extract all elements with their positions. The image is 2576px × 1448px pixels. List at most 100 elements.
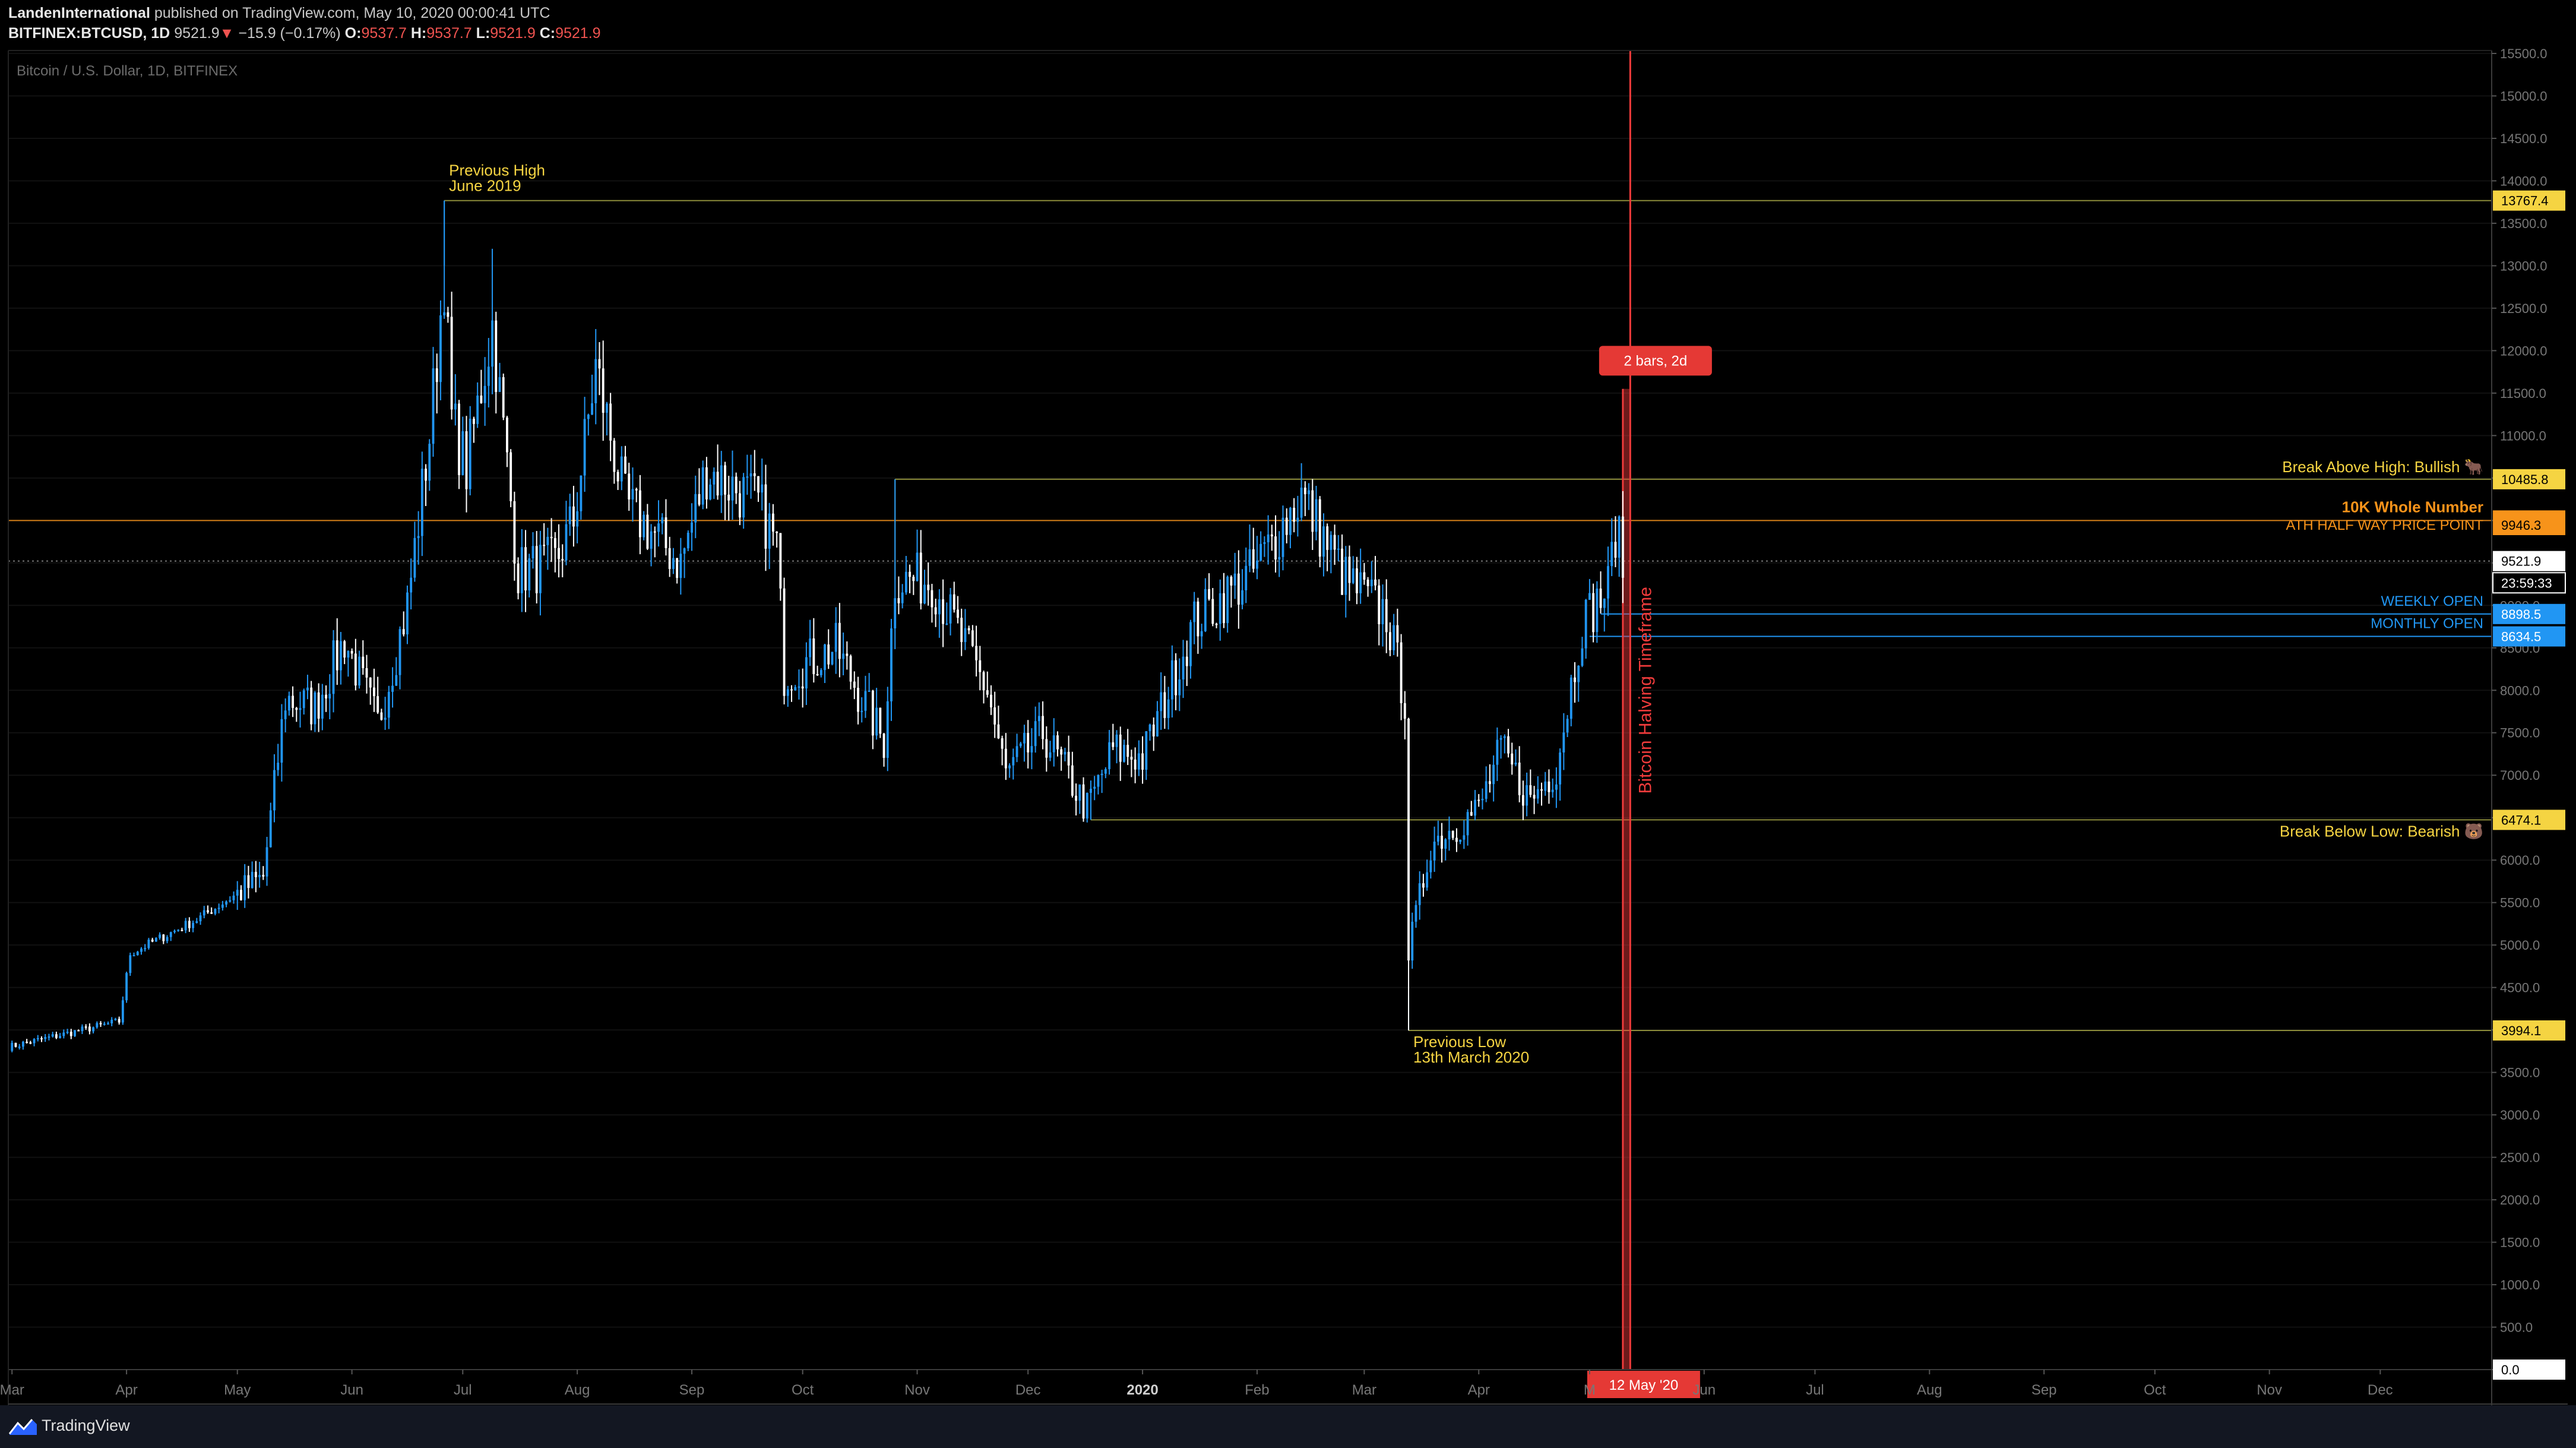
candle-body bbox=[1237, 573, 1240, 605]
candle-body bbox=[794, 687, 797, 691]
y-tick-label: 15000.0 bbox=[2500, 88, 2547, 103]
candle-body bbox=[99, 1023, 102, 1025]
candle-body bbox=[1551, 789, 1554, 792]
candle-body bbox=[716, 472, 719, 496]
candle-body bbox=[465, 431, 468, 489]
candle-body bbox=[1599, 588, 1602, 608]
candle-body bbox=[1396, 625, 1399, 643]
candle-body bbox=[849, 656, 852, 682]
candle-body bbox=[365, 668, 368, 678]
candle-body bbox=[1356, 568, 1358, 593]
y-tick-label: 1000.0 bbox=[2500, 1278, 2540, 1292]
candle-body bbox=[949, 594, 952, 624]
candle-body bbox=[107, 1023, 109, 1025]
candle-body bbox=[1352, 568, 1355, 583]
candle-body bbox=[347, 651, 350, 658]
tradingview-logo-icon[interactable] bbox=[8, 1416, 38, 1437]
candle-body bbox=[1348, 557, 1351, 583]
candle-body bbox=[121, 1000, 124, 1023]
candle-body bbox=[1037, 716, 1040, 722]
candle-body bbox=[391, 685, 394, 692]
candle-body bbox=[524, 547, 527, 591]
candle-body bbox=[934, 607, 937, 615]
level-price-badge bbox=[2493, 190, 2565, 211]
candle-body bbox=[1618, 516, 1621, 558]
candle-body bbox=[1507, 736, 1509, 754]
candle-body bbox=[679, 554, 682, 578]
candle-body bbox=[428, 444, 431, 481]
candle-body bbox=[77, 1030, 80, 1032]
candle-body bbox=[398, 629, 401, 675]
candle-body bbox=[1474, 799, 1476, 816]
candle-body bbox=[916, 552, 919, 581]
candle-body bbox=[790, 689, 793, 691]
candle-body bbox=[1429, 860, 1432, 872]
candle-body bbox=[1374, 579, 1376, 586]
candle-body bbox=[358, 656, 360, 686]
chart-title: Bitcoin / U.S. Dollar, 1D, BITFINEX bbox=[17, 63, 238, 79]
candle-body bbox=[735, 476, 738, 494]
candle-body bbox=[136, 951, 139, 956]
tradingview-brand[interactable]: TradingView bbox=[42, 1417, 130, 1434]
candle-body bbox=[173, 931, 176, 932]
candle-body bbox=[1363, 572, 1366, 580]
candle-body bbox=[1470, 812, 1473, 816]
candle-body bbox=[779, 533, 782, 589]
x-tick-label: Nov bbox=[904, 1382, 930, 1398]
candle-body bbox=[110, 1019, 113, 1024]
author-name[interactable]: LandenInternational bbox=[8, 5, 150, 21]
candle-body bbox=[1463, 835, 1466, 840]
candle-body bbox=[350, 651, 353, 654]
candle-body bbox=[36, 1038, 39, 1039]
candle-body bbox=[1337, 548, 1340, 550]
candle-body bbox=[661, 517, 664, 524]
candle-body bbox=[1485, 781, 1488, 799]
candle-body bbox=[1562, 732, 1565, 753]
candle-body bbox=[1441, 836, 1443, 849]
candle-body bbox=[1137, 753, 1140, 770]
candle-body bbox=[287, 695, 290, 711]
candle-body bbox=[1496, 739, 1499, 765]
candle-body bbox=[1318, 499, 1321, 557]
candle-body bbox=[1433, 842, 1436, 861]
candle-body bbox=[376, 696, 379, 713]
candle-body bbox=[561, 559, 564, 561]
axes: 0.0 500.0 1000.0 1500.0 2000.0 2500.0 3000.0 35… bbox=[0, 46, 2576, 1405]
candle-body bbox=[1529, 785, 1532, 795]
candle-body bbox=[517, 563, 520, 593]
candle-body bbox=[1278, 557, 1281, 559]
candle-body bbox=[1315, 499, 1318, 532]
halving-timeframe: 2 bars, 2d Bitcoin Halving Timeframe 12 Ma… bbox=[1587, 50, 1712, 1398]
candle-body bbox=[864, 691, 867, 711]
candle-body bbox=[1193, 601, 1196, 622]
x-tick-label: Mar bbox=[0, 1382, 24, 1398]
symbol[interactable]: BITFINEX:BTCUSD, 1D bbox=[8, 25, 170, 42]
high-label: H: bbox=[410, 25, 427, 42]
y-tick-label: 3000.0 bbox=[2500, 1108, 2540, 1123]
candle-body bbox=[195, 921, 198, 923]
candle-body bbox=[328, 694, 331, 699]
candle-body bbox=[1566, 719, 1569, 733]
x-tick-label: Dec bbox=[2368, 1382, 2393, 1398]
candle-body bbox=[842, 653, 845, 659]
candle-body bbox=[572, 506, 575, 527]
open-label: O: bbox=[344, 25, 362, 42]
candle-body bbox=[1444, 839, 1447, 849]
x-tick-label: Nov bbox=[2257, 1382, 2282, 1398]
candle-body bbox=[265, 847, 268, 877]
candle-body bbox=[140, 949, 143, 952]
candle-body bbox=[1042, 716, 1045, 739]
candle-body bbox=[1052, 735, 1055, 753]
candle-body bbox=[277, 763, 280, 770]
x-tick-label: 2020 bbox=[1126, 1382, 1158, 1398]
candle-body bbox=[181, 929, 183, 931]
candle-body bbox=[1197, 601, 1200, 637]
publish-line: LandenInternational published on Trading… bbox=[8, 5, 550, 22]
candle-body bbox=[1311, 490, 1314, 532]
candle-body bbox=[151, 940, 154, 942]
candle-body bbox=[709, 484, 712, 499]
candle-body bbox=[280, 719, 283, 763]
candle-body bbox=[26, 1041, 29, 1043]
